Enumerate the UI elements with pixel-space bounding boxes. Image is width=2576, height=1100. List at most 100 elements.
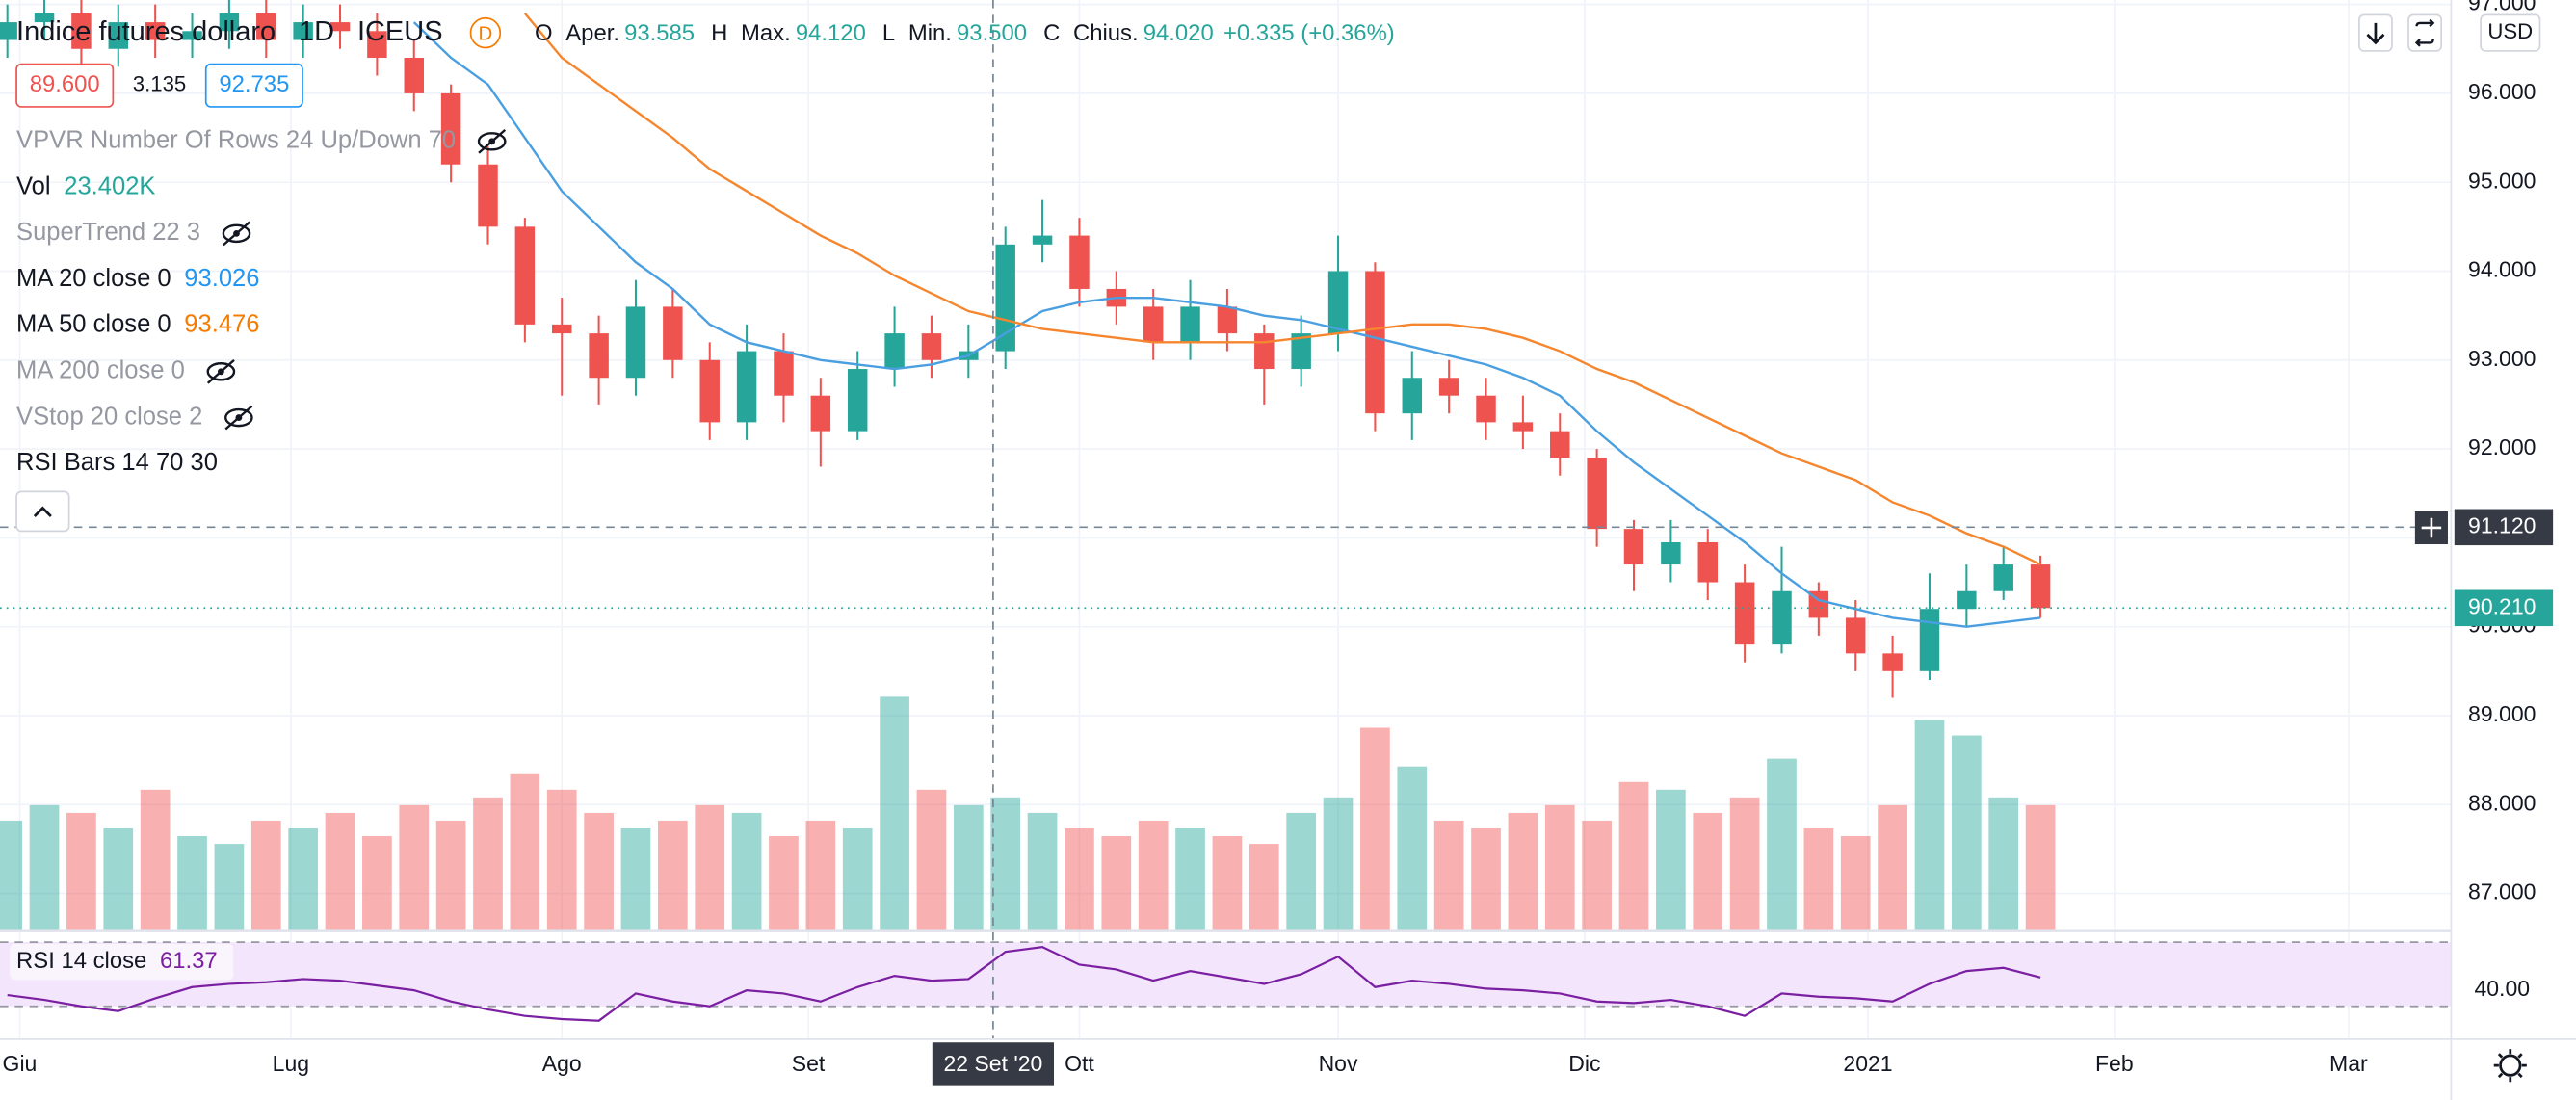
crosshair-plus[interactable] [2414,511,2448,545]
indicator-name: MA 50 close 0 [16,311,171,338]
ohlc-label: Min. [908,20,952,46]
candle-body [1550,431,1570,458]
rsi-legend-bg [10,943,234,981]
candle-body [699,359,720,423]
volume-bar [177,836,207,930]
candle-body [921,333,942,360]
volume-bar [1360,727,1390,930]
collapse-button[interactable] [15,490,70,533]
eye-slash [224,405,253,431]
crosshair-price-label: 91.120 [2468,512,2536,537]
interval: 1D [299,16,334,47]
ohlc-key: O [535,20,553,46]
volume-bar [620,827,651,930]
volume-bar [880,696,909,930]
badge [469,16,502,49]
volume-bar [1397,766,1428,930]
volume-bar [1729,797,1760,930]
plot [0,0,2452,1039]
indicator-name: VStop 20 close 2 [16,403,202,430]
labels: 87.00088.00089.00090.00091.00092.00093.0… [3,0,2554,1086]
x-tick-label: Dic [1568,1051,1600,1076]
reset-button[interactable] [2407,13,2443,52]
indicator-name: MA 200 close 0 [16,357,185,384]
volume-bar [1249,844,1279,930]
volume-bar [1433,820,1464,930]
candle-body [404,57,424,93]
eye [222,223,251,244]
candle-body [1772,590,1792,645]
candle-body [367,31,387,58]
hidden-icon[interactable] [477,128,507,154]
candle-body [774,351,794,396]
ohlc-label: Chius. [1073,20,1139,46]
candle-body [145,22,166,40]
x-tick-label: Giu [3,1051,38,1076]
ohlc-value: 94.020 [1143,20,1214,46]
volume-bar [546,789,577,930]
candle-body [1734,582,1755,645]
eye-slash [206,358,235,384]
volume-bar [695,804,725,930]
y-tick-label: 97.000 [2468,0,2536,15]
indicator-value: 93.026 [184,265,259,292]
volume-bar [362,836,392,930]
candle-body [552,324,572,334]
volume-bar [1065,827,1094,930]
volume-bar [1323,797,1354,930]
last-price-label: 90.210 [2468,593,2536,618]
candle-body [329,22,351,32]
x-tick-label: Mar [2329,1051,2368,1076]
candle-body [1143,306,1164,343]
volume-bar [0,820,23,930]
candle-body [219,13,240,32]
symbol: Indice futures dollaro [16,16,276,47]
crosshair-date-box [932,1042,1055,1086]
candle-body [293,22,313,40]
candle-body [71,13,92,49]
candle-body [1069,235,1090,289]
volume-bar [66,812,96,930]
candle-body [1993,564,2013,591]
ohlc-change: +0.335 (+0.36%) [1223,20,1395,46]
candle-body [256,13,276,40]
candle-body [1587,458,1607,530]
volume-bar [399,804,430,930]
candle-body [1476,395,1496,423]
candle-body [1846,617,1866,654]
crosshair-date-label: 22 Set '20 [943,1051,1042,1076]
hidden-icon[interactable] [222,221,251,247]
eye-slash [223,221,250,247]
x-tick-label: Nov [1319,1051,1358,1076]
volume-bar [140,789,171,930]
candle-body [995,244,1015,352]
candle-body [108,22,129,49]
ohlc-label: Max. [741,20,791,46]
candle-body [0,22,17,40]
ohlc-value: 93.500 [957,20,1027,46]
volume-bar [1693,812,1723,930]
candle-body [1217,306,1238,334]
volume-bar [325,812,355,930]
candle-body [736,351,757,423]
indicator-value: 93.476 [184,311,259,338]
hidden-icon[interactable] [224,405,253,431]
candle-body [1661,541,1681,565]
volume-bar [916,789,947,930]
y-tick-label: 96.000 [2468,79,2536,104]
volume-bar [2025,804,2056,930]
volume-bar [731,812,762,930]
candle-body [1365,271,1385,414]
rsi-title: RSI 14 close [16,948,146,974]
ohlc-value: 93.585 [624,20,695,46]
eye [224,407,253,428]
hidden-icon[interactable] [206,358,236,384]
bid-box [15,63,115,108]
y-tick-label: 87.000 [2468,879,2536,904]
candle-body [1291,333,1311,370]
scroll-down-button[interactable] [2358,13,2393,52]
x-tick-label: Ott [1065,1051,1094,1076]
rsi-value: 61.37 [160,948,218,974]
